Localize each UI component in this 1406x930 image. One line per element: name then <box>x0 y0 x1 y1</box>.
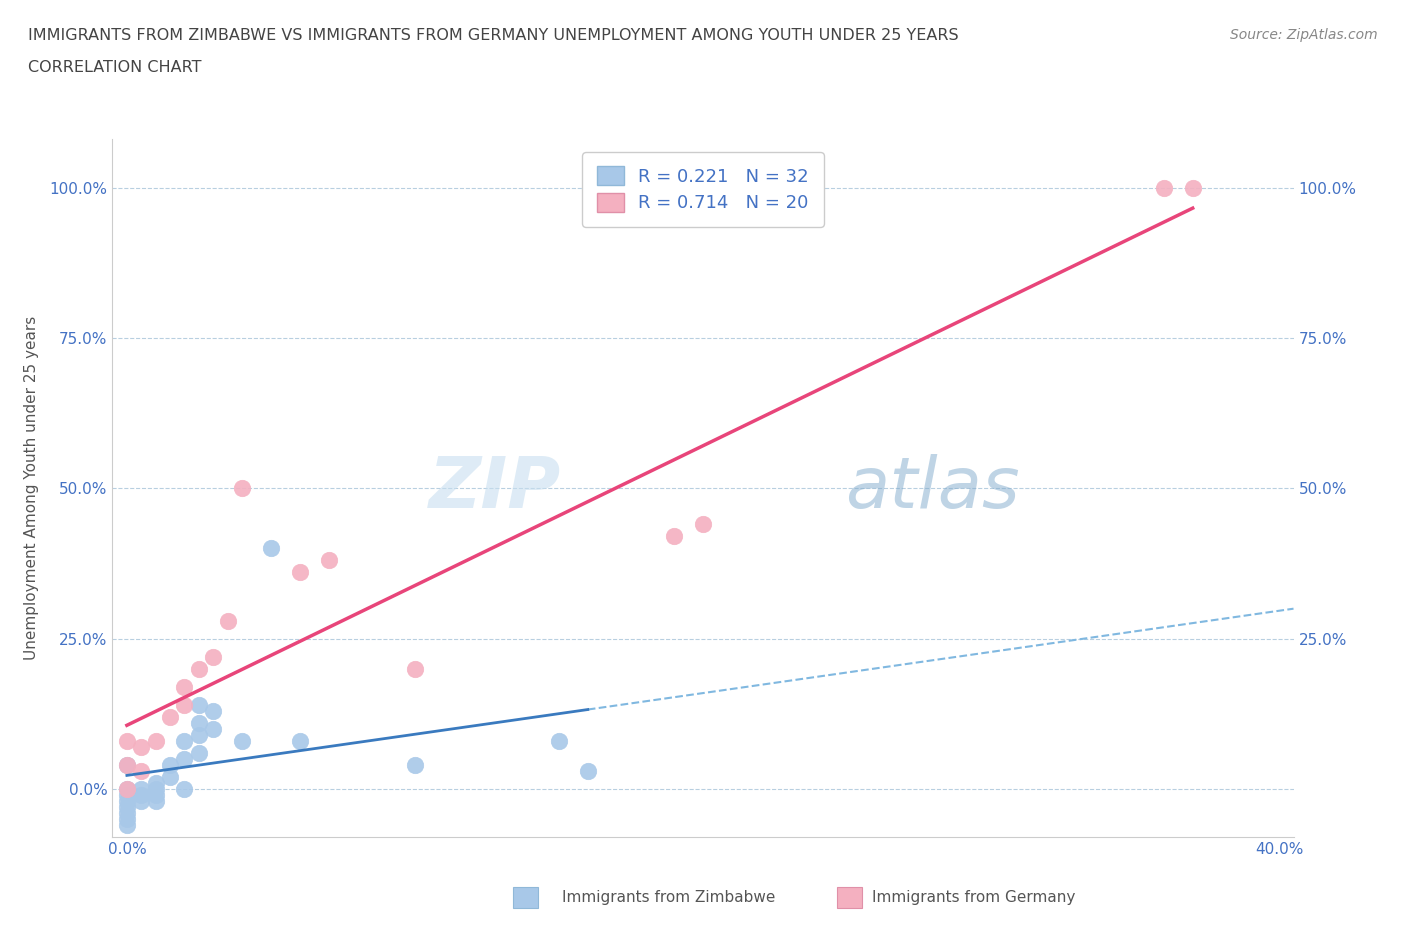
Point <box>187 698 209 712</box>
Point <box>288 734 311 749</box>
Y-axis label: Unemployment Among Youth under 25 years: Unemployment Among Youth under 25 years <box>24 316 38 660</box>
Point <box>145 781 167 796</box>
Point <box>576 764 599 778</box>
Point <box>115 805 138 820</box>
Point <box>173 679 195 694</box>
Point <box>145 793 167 808</box>
Point <box>115 757 138 772</box>
Point <box>202 649 225 664</box>
Point <box>159 710 181 724</box>
Point <box>187 661 209 676</box>
Point <box>202 703 225 718</box>
Point <box>217 613 239 628</box>
Text: ZIP: ZIP <box>429 454 561 523</box>
Point <box>173 751 195 766</box>
Point <box>202 722 225 737</box>
Point <box>692 517 714 532</box>
Point <box>115 812 138 827</box>
Point <box>318 553 340 568</box>
Point <box>129 781 152 796</box>
Point <box>115 788 138 803</box>
Point <box>129 793 152 808</box>
Point <box>115 793 138 808</box>
Point <box>145 734 167 749</box>
Point <box>548 734 571 749</box>
Point <box>173 698 195 712</box>
Point <box>115 781 138 796</box>
Point <box>404 661 426 676</box>
Point <box>1181 180 1204 195</box>
Point <box>260 541 283 556</box>
Point <box>159 757 181 772</box>
Point <box>288 565 311 580</box>
Point <box>129 739 152 754</box>
Point <box>145 788 167 803</box>
Point <box>115 781 138 796</box>
Point <box>145 776 167 790</box>
Legend: R = 0.221   N = 32, R = 0.714   N = 20: R = 0.221 N = 32, R = 0.714 N = 20 <box>582 152 824 227</box>
Point <box>1153 180 1175 195</box>
Point <box>115 734 138 749</box>
Point <box>187 727 209 742</box>
Point <box>129 764 152 778</box>
Text: IMMIGRANTS FROM ZIMBABWE VS IMMIGRANTS FROM GERMANY UNEMPLOYMENT AMONG YOUTH UND: IMMIGRANTS FROM ZIMBABWE VS IMMIGRANTS F… <box>28 28 959 43</box>
Point <box>187 745 209 760</box>
Text: Immigrants from Germany: Immigrants from Germany <box>872 890 1076 905</box>
Point <box>404 757 426 772</box>
Text: Source: ZipAtlas.com: Source: ZipAtlas.com <box>1230 28 1378 42</box>
Point <box>664 529 686 544</box>
Text: Immigrants from Zimbabwe: Immigrants from Zimbabwe <box>562 890 776 905</box>
Point <box>173 734 195 749</box>
Point <box>187 715 209 730</box>
Point <box>115 757 138 772</box>
Text: CORRELATION CHART: CORRELATION CHART <box>28 60 201 75</box>
Point <box>159 769 181 784</box>
Point <box>231 481 253 496</box>
Point <box>173 781 195 796</box>
Text: atlas: atlas <box>845 454 1019 523</box>
Point <box>231 734 253 749</box>
Point <box>115 800 138 815</box>
Point <box>115 817 138 832</box>
Point <box>129 788 152 803</box>
